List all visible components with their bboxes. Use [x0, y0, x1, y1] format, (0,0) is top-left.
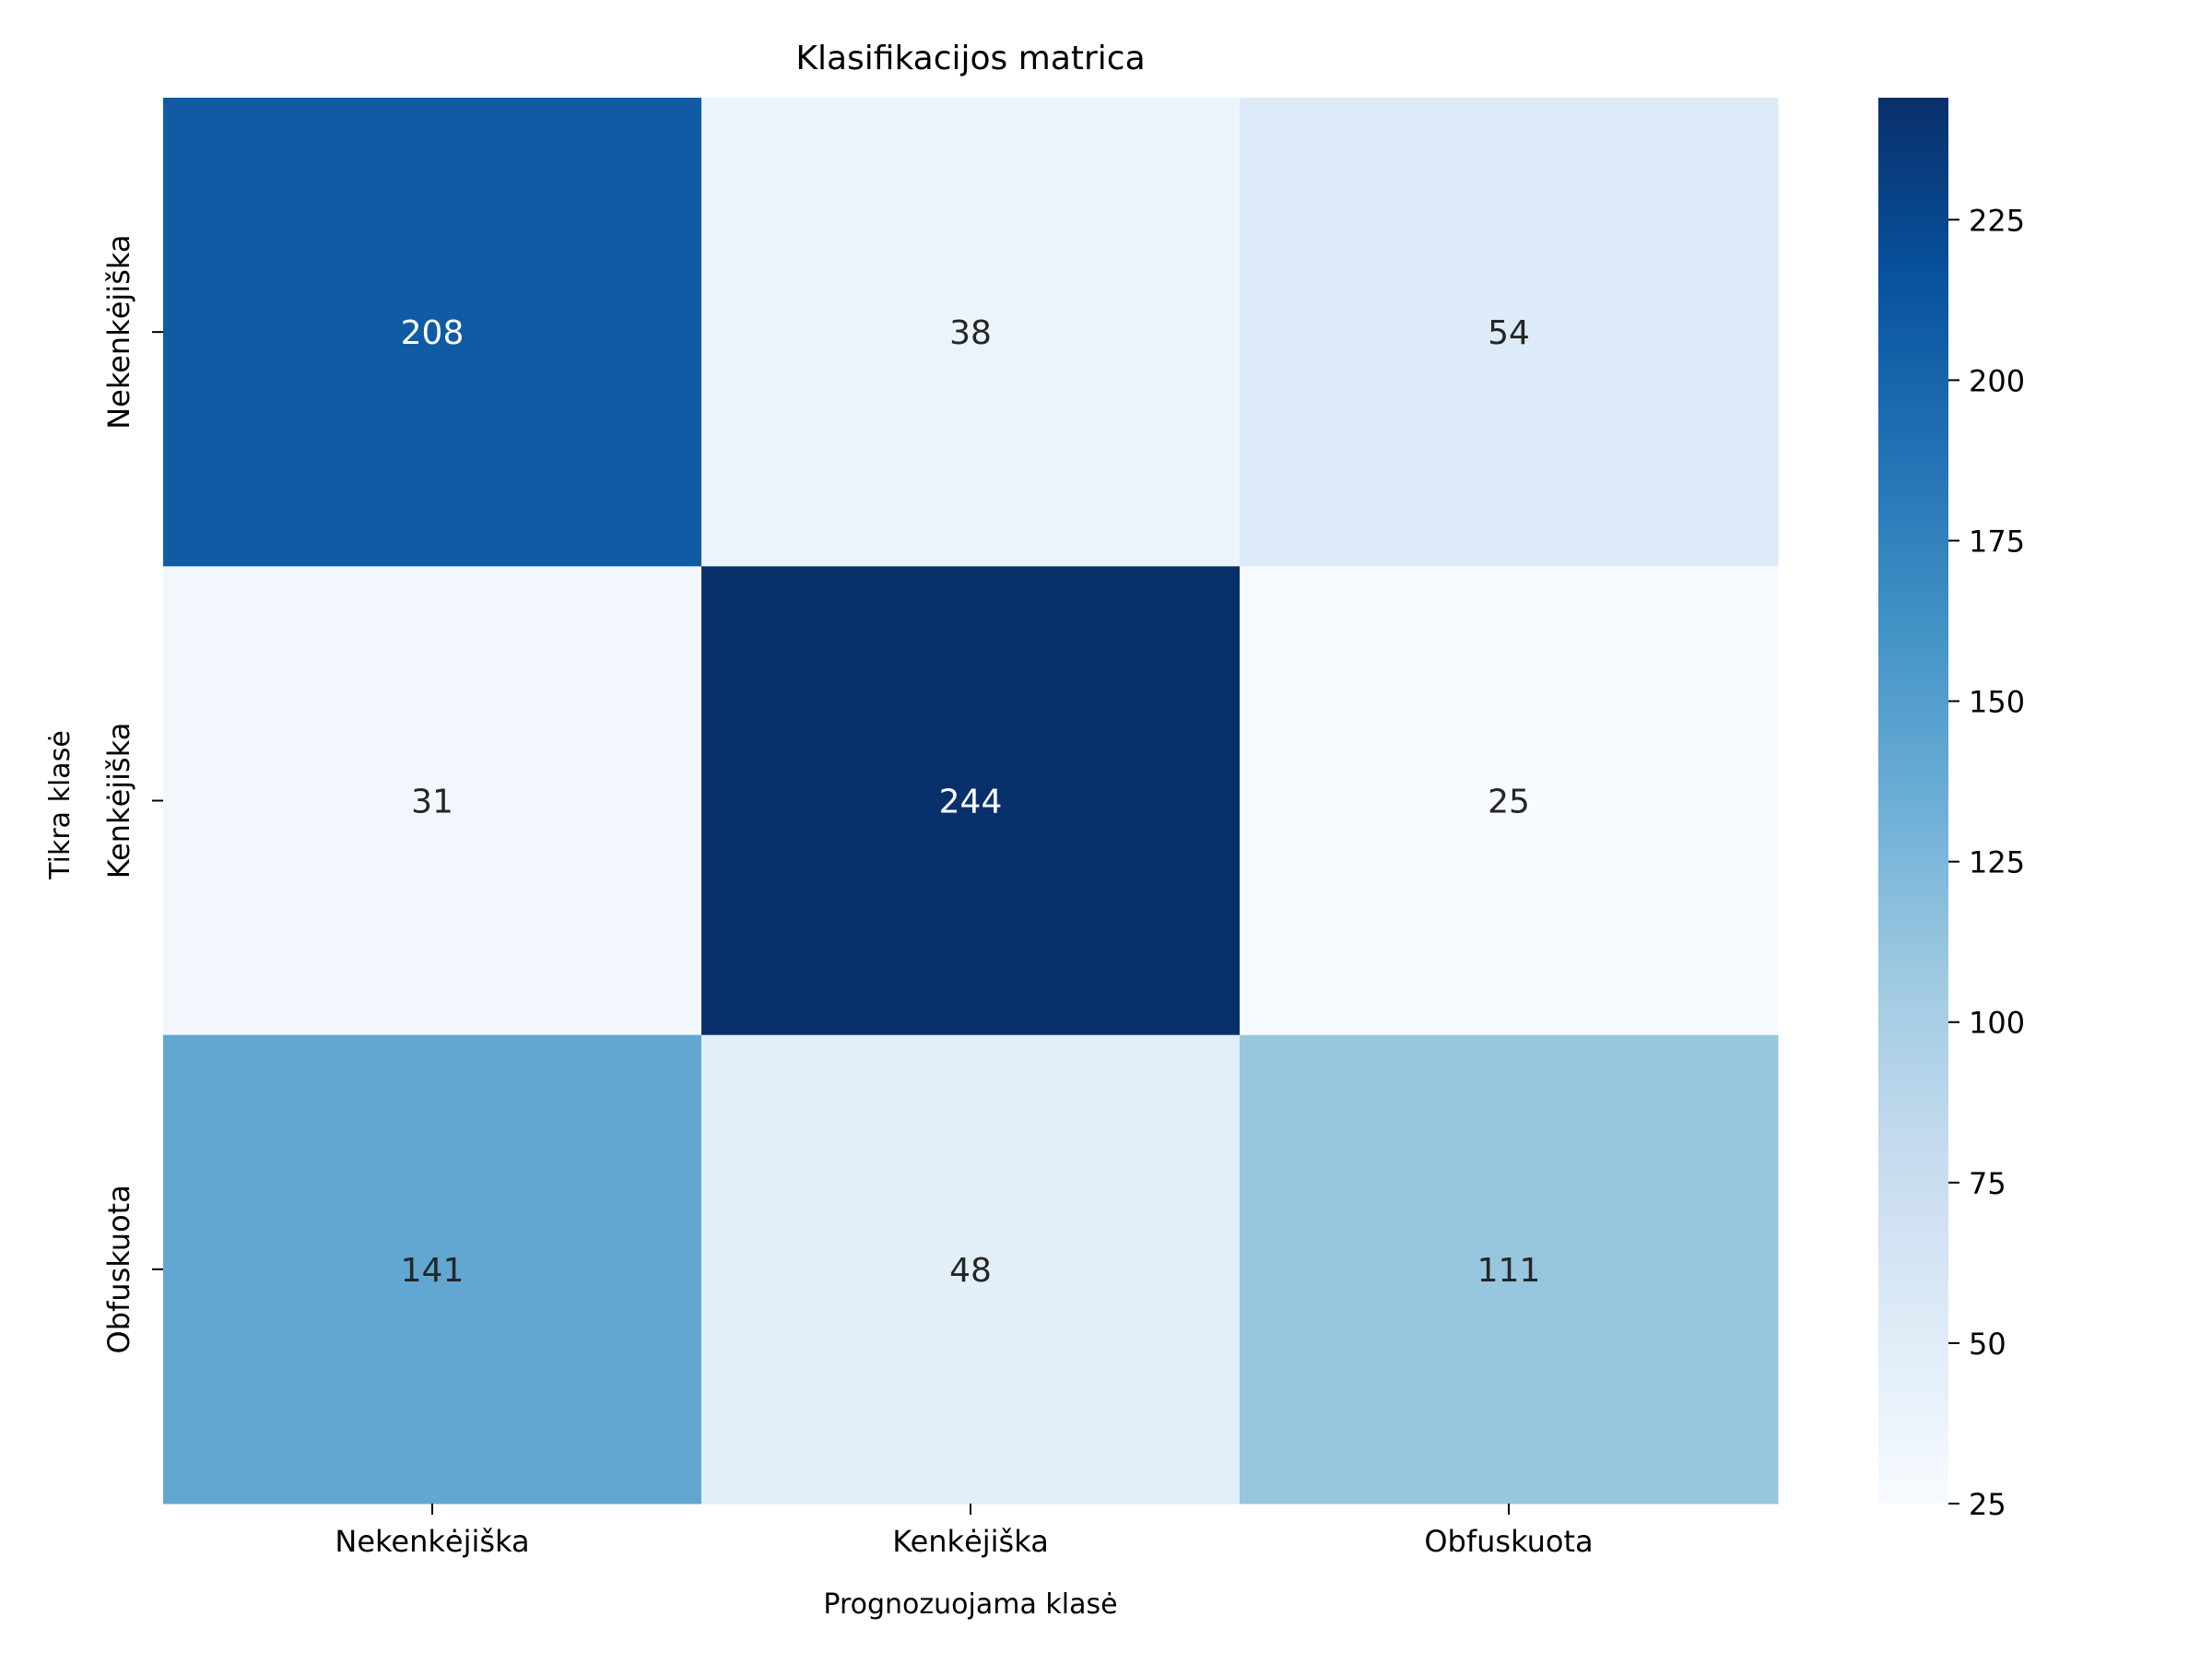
heatmap-cell: [1240, 566, 1779, 1036]
colorbar-tick-label: 50: [1969, 1327, 2006, 1362]
cell-value-label: 111: [1477, 1252, 1541, 1290]
heatmap-cell: [1240, 98, 1779, 567]
cell-value-label: 54: [1488, 314, 1530, 352]
heatmap-cell: [701, 566, 1241, 1036]
heatmap-cell: [163, 98, 702, 567]
y-tick-label: Obfuskuota: [101, 1185, 136, 1353]
chart-title: Klasifikacijos matrica: [795, 40, 1145, 77]
x-tick-label: Obfuskuota: [1424, 1524, 1593, 1559]
y-axis-label: Tikra klasė: [44, 730, 76, 880]
heatmap-cell: [163, 566, 702, 1036]
x-axis-label: Prognozuojama klasė: [823, 1588, 1117, 1621]
x-tick-label: Nekenkėjiška: [335, 1524, 529, 1559]
colorbar-tick-label: 75: [1969, 1166, 2006, 1201]
colorbar-tick-label: 200: [1969, 363, 2025, 398]
colorbar-tick-label: 25: [1969, 1487, 2006, 1522]
colorbar-tick-label: 150: [1969, 685, 2025, 720]
x-axis-ticks: Nekenkėjiška Kenkėjiška Obfuskuota: [335, 1504, 1594, 1559]
cell-value-label: 48: [949, 1252, 992, 1290]
heatmap-cell: [163, 1034, 702, 1505]
cell-value-label: 31: [411, 784, 453, 821]
cell-value-label: 25: [1488, 784, 1530, 821]
y-tick-label: Nekenkėjiška: [101, 235, 136, 430]
y-tick-label: Kenkėjiška: [101, 723, 136, 879]
y-axis-ticks: Nekenkėjiška Kenkėjiška Obfuskuota: [101, 235, 163, 1353]
cell-value-label: 244: [939, 784, 1003, 821]
cell-annotations: 208 38 54 31 244 25 141 48 111: [401, 314, 1541, 1290]
colorbar-tick-label: 100: [1969, 1006, 2025, 1041]
colorbar: [1878, 98, 1948, 1504]
colorbar-tick-label: 225: [1969, 203, 2025, 238]
cell-value-label: 38: [949, 314, 992, 352]
heatmap-cell: [701, 98, 1241, 567]
colorbar-tick-label: 125: [1969, 845, 2025, 880]
cell-value-label: 208: [401, 314, 465, 352]
cell-value-label: 141: [401, 1252, 465, 1290]
heatmap-cell: [1240, 1034, 1779, 1505]
heatmap-cell: [701, 1034, 1241, 1505]
x-tick-label: Kenkėjiška: [892, 1524, 1049, 1559]
heatmap-cells: [163, 98, 1779, 1505]
colorbar-tick-label: 175: [1969, 524, 2025, 559]
colorbar-ticks: 25 50 75 100 125 150 175 200 225: [1948, 203, 2025, 1522]
